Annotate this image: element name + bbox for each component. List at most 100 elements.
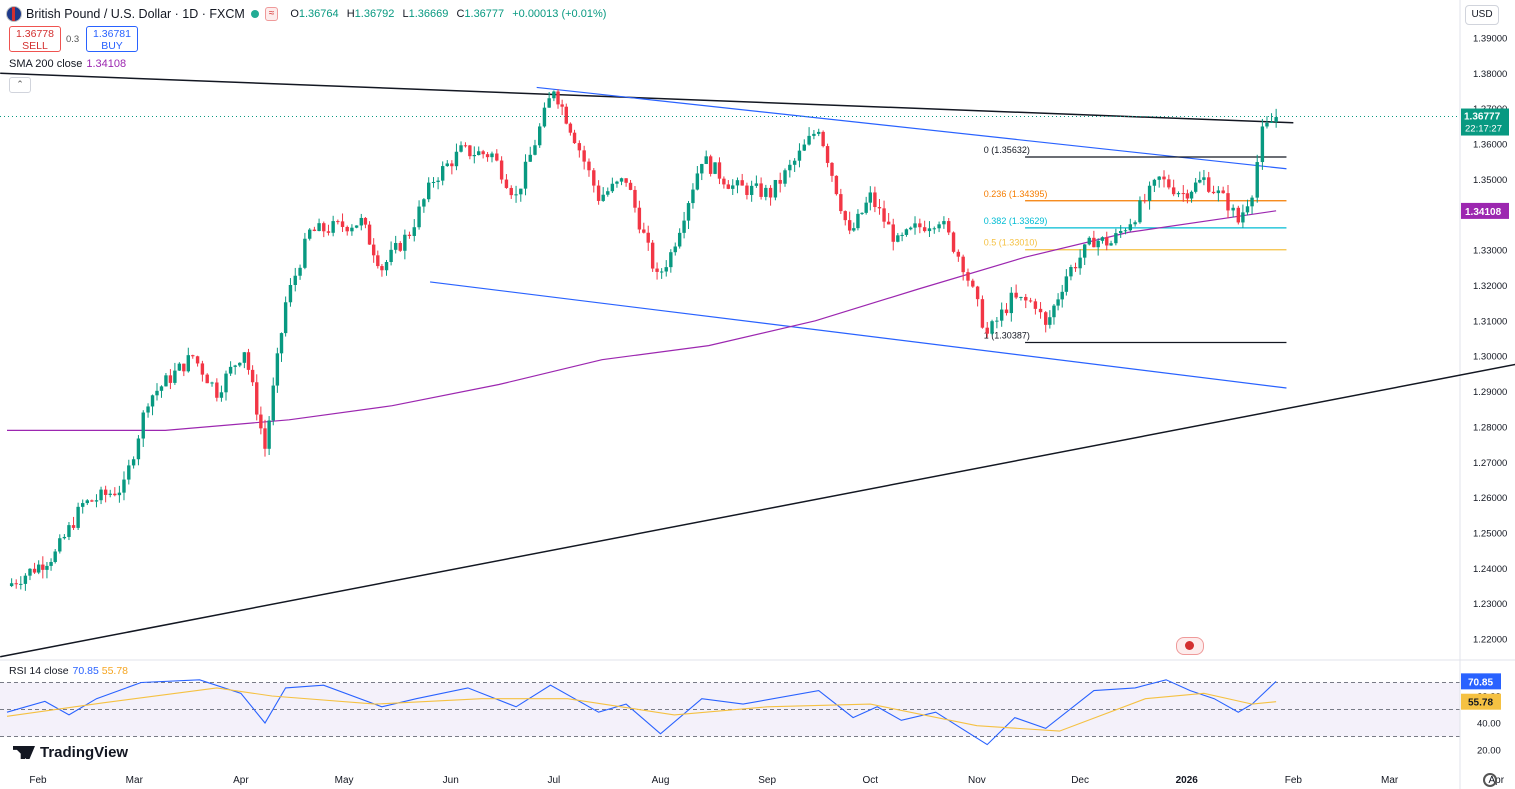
candle-body: [450, 163, 454, 167]
fib-level-label: 0.382 (1.33629): [984, 216, 1048, 226]
candle-body: [708, 156, 713, 174]
candle-body: [778, 179, 782, 184]
market-open-icon: [250, 10, 259, 18]
buy-button[interactable]: 1.36781 BUY: [86, 26, 138, 52]
currency-selector[interactable]: USD: [1465, 5, 1499, 25]
candle-body: [504, 179, 509, 188]
candle-body: [173, 370, 177, 383]
candle-body: [922, 227, 927, 232]
candle-body: [596, 185, 601, 201]
candle-body: [864, 202, 868, 213]
candle-body: [1064, 276, 1069, 292]
candle-body: [572, 132, 577, 144]
rsi-legend[interactable]: RSI 14 close 70.85 55.78: [9, 665, 129, 677]
candle-body: [1056, 299, 1060, 306]
candle-body: [146, 406, 150, 413]
time-axis-tick: Mar: [126, 775, 144, 786]
candle-body: [1202, 177, 1206, 180]
candle-body: [1189, 191, 1194, 199]
trendline-channel-top: [536, 86, 1287, 170]
candle-body: [205, 374, 209, 384]
candle-body: [999, 309, 1004, 321]
candle-body: [1162, 176, 1166, 180]
collapse-legend-icon[interactable]: ⌃: [9, 77, 31, 93]
fib-level-label: 0 (1.35632): [984, 145, 1030, 155]
events-icon[interactable]: ≈: [264, 7, 279, 21]
candle-body: [422, 199, 426, 207]
sma-legend[interactable]: SMA 200 close 1.34108: [9, 58, 127, 70]
candle-body: [1193, 182, 1198, 192]
candle-body: [547, 98, 551, 108]
candle-body: [177, 363, 182, 371]
candle-body: [877, 207, 882, 209]
candles: [9, 89, 1278, 591]
candle-body: [436, 180, 440, 182]
candle-body: [322, 223, 326, 232]
time-axis-tick: May: [335, 775, 354, 786]
candle-body: [271, 385, 275, 421]
economic-event-icon[interactable]: [1176, 637, 1204, 655]
candle-body: [1038, 308, 1043, 313]
tradingview-logo: TradingView: [13, 744, 128, 761]
price-axis-tick: 1.24000: [1473, 564, 1507, 575]
candle-body: [927, 228, 932, 232]
candle-body: [1033, 301, 1038, 309]
candle-body: [99, 489, 103, 501]
candle-body: [717, 162, 722, 179]
candle-body: [1078, 257, 1082, 269]
candle-body: [58, 538, 62, 552]
candle-body: [961, 256, 965, 273]
candle-body: [303, 238, 307, 268]
candle-body: [85, 500, 89, 504]
price-axis-tick: 1.39000: [1473, 33, 1507, 44]
candle-body: [560, 104, 564, 107]
candle-body: [499, 160, 504, 180]
fib-level-label: 0.236 (1.34395): [984, 189, 1048, 199]
time-axis-tick: Mar: [1381, 775, 1399, 786]
time-axis-tick: Feb: [29, 775, 47, 786]
candle-body: [1052, 305, 1056, 318]
candle-body: [371, 244, 376, 256]
price-axis-tick: 1.33000: [1473, 246, 1507, 257]
candle-body: [1216, 190, 1221, 194]
settings-icon[interactable]: [1483, 773, 1497, 787]
candle-body: [860, 212, 864, 214]
candle-body: [1118, 231, 1123, 234]
candle-body: [495, 153, 499, 161]
candle-body: [514, 194, 518, 196]
candle-body: [788, 164, 792, 171]
candle-body: [587, 161, 591, 171]
candle-body: [913, 223, 917, 228]
candle-body: [726, 184, 731, 189]
candle-body: [552, 91, 556, 99]
time-axis-tick: Apr: [233, 775, 249, 786]
time-axis-tick: 2026: [1176, 775, 1199, 786]
candle-body: [490, 153, 494, 158]
candle-body: [242, 352, 247, 363]
candle-body: [191, 355, 195, 357]
candle-body: [783, 170, 787, 184]
candle-body: [28, 568, 32, 576]
sell-button[interactable]: 1.36778 SELL: [9, 26, 61, 52]
candle-body: [1096, 240, 1100, 248]
candle-body: [942, 221, 946, 225]
symbol-title[interactable]: British Pound / U.S. Dollar · 1D · FXCM: [26, 7, 245, 21]
currency-flag-icon: [6, 6, 22, 22]
candle-body: [350, 227, 354, 232]
candle-body: [764, 187, 768, 197]
candle-body: [538, 126, 542, 146]
ohlc-readout: O1.36764 H1.36792 L1.36669 C1.36777 +0.0…: [290, 8, 607, 20]
candle-body: [980, 299, 985, 328]
candle-body: [340, 221, 345, 227]
candle-body: [108, 493, 112, 495]
candle-body: [637, 207, 642, 230]
candle-body: [1009, 292, 1014, 314]
candle-body: [601, 194, 605, 201]
candle-body: [542, 107, 547, 127]
candle-body: [873, 192, 877, 208]
candle-body: [971, 280, 975, 287]
candle-body: [695, 173, 700, 190]
rsi-ma-badge: [1461, 693, 1501, 710]
candle-body: [1073, 267, 1078, 269]
